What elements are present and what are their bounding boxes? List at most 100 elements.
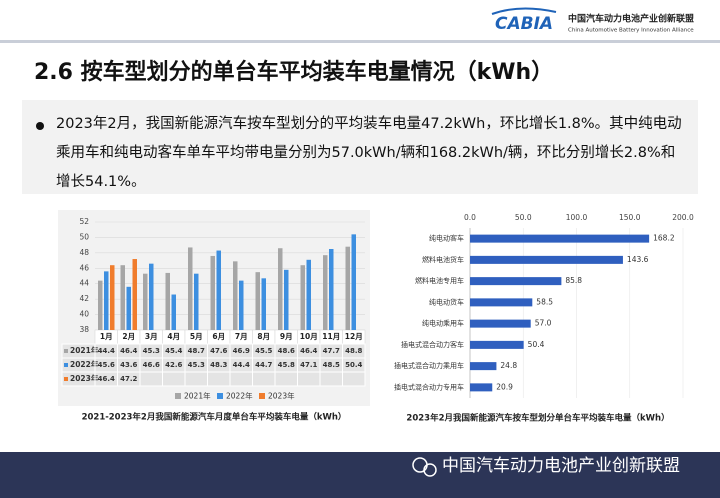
table-value: 46.9 <box>233 347 250 355</box>
table-value: 44.4 <box>233 361 250 369</box>
org-en: China Automotive Battery Innovation Alli… <box>568 28 694 34</box>
data-label: 143.6 <box>627 255 649 264</box>
table-value: 44.7 <box>255 361 272 369</box>
bar <box>104 271 109 330</box>
table-swatch <box>64 377 68 381</box>
bar <box>126 286 131 330</box>
y-tick-label: 44 <box>79 279 89 288</box>
bar <box>132 259 137 330</box>
y-tick-label: 纯电动乘用车 <box>422 319 464 328</box>
table-value: 47.7 <box>323 347 340 355</box>
data-label: 24.8 <box>500 361 517 370</box>
legend-label: 2021年 <box>184 391 211 401</box>
y-tick-label: 燃料电池专用车 <box>415 276 464 285</box>
header-rule <box>0 40 720 43</box>
x-tick-label: 8月 <box>257 332 270 341</box>
wechat-icon <box>423 463 437 477</box>
bar <box>171 294 176 330</box>
x-tick-label: 0.0 <box>464 213 476 222</box>
x-tick-label: 200.0 <box>672 213 694 222</box>
bar <box>261 278 266 330</box>
bar <box>470 255 623 264</box>
table-value: 48.5 <box>323 361 340 369</box>
table-value: 46.4 <box>300 347 317 355</box>
data-label: 50.4 <box>528 340 545 349</box>
bar <box>188 247 193 330</box>
bar <box>143 273 148 330</box>
y-tick-label: 48 <box>79 248 89 257</box>
bar <box>470 383 493 392</box>
data-label: 57.0 <box>535 319 552 328</box>
footer-bar <box>0 452 720 498</box>
table-row-label: 2022年 <box>70 359 99 369</box>
table-value: 46.4 <box>120 347 137 355</box>
table-value: 48.6 <box>278 347 295 355</box>
y-tick-label: 燃料电池货车 <box>422 255 464 264</box>
legend-swatch <box>217 393 223 399</box>
table-row-bg <box>61 371 366 387</box>
bar <box>149 263 154 330</box>
table-value: 45.8 <box>278 361 295 369</box>
data-label: 168.2 <box>653 234 675 243</box>
table-value: 46.4 <box>98 375 115 383</box>
y-tick-label: 插电式混合动力乘用车 <box>394 361 464 370</box>
table-value: 45.3 <box>143 347 160 355</box>
table-value: 48.3 <box>210 361 227 369</box>
legend-label: 2022年 <box>226 391 253 401</box>
x-tick-label: 50.0 <box>515 213 532 222</box>
legend-swatch <box>259 393 265 399</box>
x-tick-label: 2月 <box>122 332 135 341</box>
footer-text: 中国汽车动力电池产业创新联盟 <box>442 456 680 476</box>
x-tick-label: 11月 <box>322 332 340 341</box>
table-value: 44.4 <box>98 347 115 355</box>
org-cn: 中国汽车动力电池产业创新联盟 <box>568 13 694 25</box>
table-value: 47.6 <box>210 347 227 355</box>
bar <box>255 272 260 330</box>
y-tick-label: 纯电动货车 <box>429 297 464 306</box>
bar <box>470 362 497 371</box>
x-tick-label: 12月 <box>345 332 363 341</box>
y-tick-label: 42 <box>79 294 89 303</box>
x-tick-label: 3月 <box>145 332 158 341</box>
bar <box>216 250 221 330</box>
bar <box>470 319 531 328</box>
chart-caption: 2023年2月我国新能源汽车按车型划分单台车平均装车电量（kWh） <box>406 413 669 424</box>
bar <box>470 340 524 349</box>
x-tick-label: 6月 <box>212 332 225 341</box>
table-swatch <box>64 363 68 367</box>
bar <box>470 277 562 286</box>
bar <box>300 265 305 330</box>
logo-swoosh <box>491 7 557 15</box>
y-tick-label: 纯电动客车 <box>429 234 464 243</box>
table-value: 43.6 <box>120 361 137 369</box>
bar <box>329 249 334 330</box>
table-value: 47.1 <box>300 361 317 369</box>
legend-label: 2023年 <box>268 391 295 401</box>
table-value: 50.4 <box>345 361 362 369</box>
table-value: 46.6 <box>143 361 160 369</box>
bar <box>194 273 199 330</box>
y-tick-label: 40 <box>79 310 89 319</box>
table-value: 45.3 <box>188 361 205 369</box>
y-tick-label: 插电式混合动力客车 <box>401 340 464 349</box>
table-value: 45.6 <box>98 361 115 369</box>
bullet-box: 2023年2月，我国新能源汽车按车型划分的平均装车电量47.2kWh，环比增长1… <box>22 100 698 194</box>
table-value: 45.5 <box>255 347 272 355</box>
table-row-label: 2021年 <box>70 345 99 355</box>
bar <box>239 280 244 330</box>
bar <box>284 269 289 330</box>
chart-caption: 2021-2023年2月我国新能源汽车月度单台车平均装车电量（kWh） <box>82 412 347 423</box>
bar <box>323 255 328 330</box>
bar <box>110 265 115 330</box>
y-tick-label: 50 <box>79 232 89 241</box>
table-value: 48.8 <box>345 347 362 355</box>
bar <box>165 272 170 330</box>
bar <box>98 280 103 330</box>
data-label: 20.9 <box>496 382 513 391</box>
slide-title: 2.6 按车型划分的单台车平均装车电量情况（kWh） <box>34 59 553 85</box>
bar <box>351 234 356 330</box>
table-value: 45.4 <box>165 347 182 355</box>
bar <box>233 261 238 330</box>
legend-swatch <box>175 393 181 399</box>
